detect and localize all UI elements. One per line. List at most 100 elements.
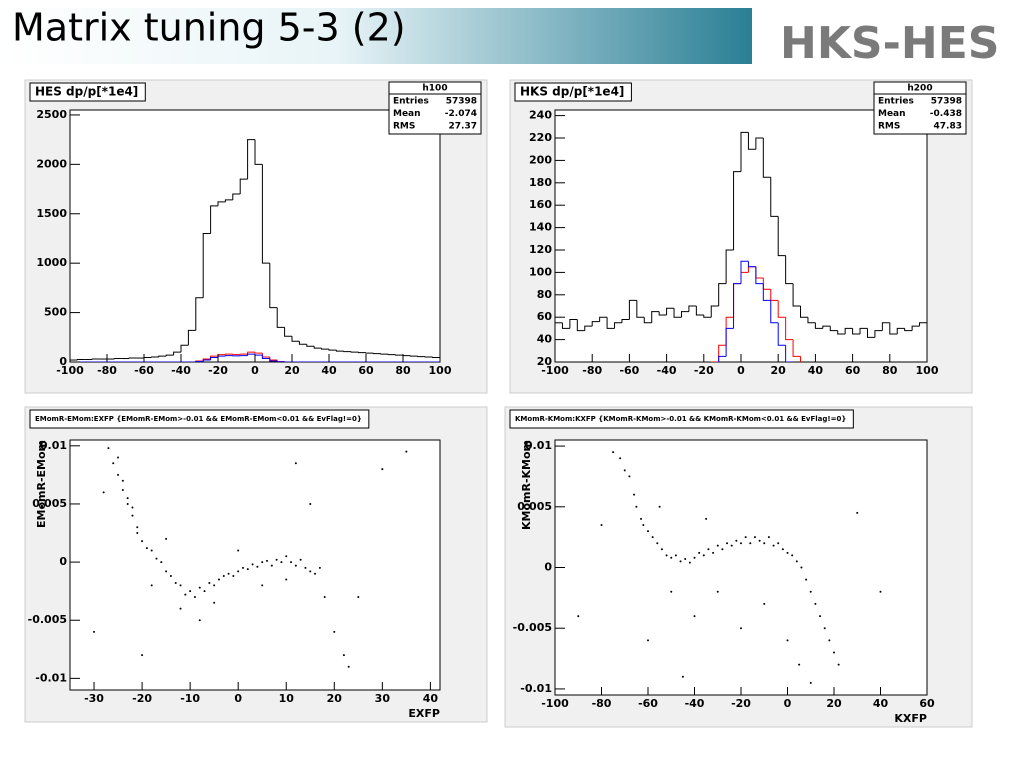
histogram-bin xyxy=(210,357,218,361)
scatter-point xyxy=(740,542,742,545)
scatter-point xyxy=(735,539,738,542)
y-tick-label: 180 xyxy=(529,176,552,189)
y-tick-label: 0.005 xyxy=(517,500,552,513)
scatter-point xyxy=(619,457,622,460)
histogram-bin xyxy=(733,171,741,250)
scatter-point xyxy=(333,630,336,633)
histogram-bin xyxy=(247,139,255,180)
histogram-bin xyxy=(740,131,749,172)
scatter-point xyxy=(237,570,240,573)
histogram-bin xyxy=(584,325,593,331)
title-band xyxy=(0,8,752,64)
x-tick-label: -100 xyxy=(56,364,84,377)
scatter-point xyxy=(642,524,645,526)
stats-value: -2.074 xyxy=(445,109,477,119)
stats-key: Mean xyxy=(878,109,906,119)
scatter-point xyxy=(726,542,729,545)
y-axis-label: EMomR-EMom xyxy=(35,440,48,528)
y-tick-label: 160 xyxy=(529,198,552,211)
histogram-bin xyxy=(651,311,660,323)
histogram-bin xyxy=(881,322,890,331)
histogram-bin xyxy=(165,354,174,357)
plot-area xyxy=(555,131,927,362)
histogram-bin xyxy=(232,193,241,200)
histogram-bin xyxy=(844,327,853,334)
scatter-point xyxy=(730,544,733,547)
histogram-bin xyxy=(695,306,704,316)
histogram-bin xyxy=(591,321,600,327)
histogram-bin xyxy=(313,346,322,349)
histogram-bin xyxy=(599,316,608,322)
scatter-point xyxy=(740,627,742,630)
scatter-point xyxy=(121,489,124,491)
x-tick-label: 20 xyxy=(284,364,300,377)
scatter-point xyxy=(795,560,798,563)
histogram-bin xyxy=(814,322,823,329)
scatter-point xyxy=(314,572,317,575)
scatter-point xyxy=(174,582,177,585)
histogram-bin xyxy=(770,300,779,324)
y-tick-label: -0.01 xyxy=(520,682,552,695)
scatter-point xyxy=(184,593,187,596)
x-tick-label: -20 xyxy=(694,364,714,377)
scatter-point xyxy=(767,536,770,539)
plot-title: HKS dp/p[*1e4] xyxy=(520,85,624,99)
histogram-bin xyxy=(254,352,263,354)
x-tick-label: -30 xyxy=(84,692,104,705)
histogram-bin xyxy=(688,305,697,312)
x-tick-label: 20 xyxy=(826,697,842,710)
scatter-point xyxy=(198,586,201,589)
histogram-bin xyxy=(658,311,667,316)
scatter-point xyxy=(347,665,350,668)
histogram-bin xyxy=(710,305,719,318)
histogram-bin xyxy=(276,361,285,362)
scatter-point xyxy=(670,556,673,559)
x-tick-label: -100 xyxy=(541,697,569,710)
scatter-point xyxy=(117,456,120,459)
scatter-point xyxy=(169,575,172,578)
plot-area xyxy=(93,447,408,668)
scatter-point xyxy=(126,497,129,500)
y-tick-label: 120 xyxy=(529,243,552,256)
y-tick-label: 40 xyxy=(537,333,553,346)
x-tick-label: 0 xyxy=(234,692,242,705)
histogram-bin xyxy=(718,283,727,306)
histogram-bin xyxy=(239,178,248,194)
x-tick-label: 20 xyxy=(327,692,343,705)
scatter-point xyxy=(131,514,134,517)
x-tick-label: 60 xyxy=(919,697,935,710)
scatter-point xyxy=(716,590,719,593)
x-axis-label: KXFP xyxy=(894,712,927,725)
scatter-point xyxy=(805,578,808,581)
x-tick-label: 30 xyxy=(375,692,391,705)
histogram-bin xyxy=(904,328,913,332)
scatter-point xyxy=(136,526,139,529)
y-tick-label: 0.01 xyxy=(40,439,67,452)
scatter-point xyxy=(112,462,115,465)
scatter-point xyxy=(405,450,408,453)
scatter-point xyxy=(833,651,835,654)
stats-value: 27.37 xyxy=(449,122,477,132)
scatter-point xyxy=(102,491,105,494)
x-tick-label: 40 xyxy=(873,697,889,710)
stats-value: 57398 xyxy=(446,97,477,107)
scatter-point xyxy=(280,561,283,564)
scatter-point xyxy=(309,502,312,505)
x-tick-label: -20 xyxy=(132,692,152,705)
x-tick-label: 100 xyxy=(429,364,452,377)
histogram-bin xyxy=(180,344,189,353)
histogram-bin xyxy=(762,283,771,301)
y-tick-label: 100 xyxy=(529,265,552,278)
histogram-bin xyxy=(298,341,307,345)
histogram-bin xyxy=(261,355,270,360)
frame xyxy=(554,439,928,696)
scatter-point xyxy=(261,584,264,587)
y-tick-label: 20 xyxy=(537,355,553,368)
histogram-bin xyxy=(770,177,779,217)
histogram-bin xyxy=(673,308,682,318)
x-tick-label: -80 xyxy=(97,364,117,377)
scatter-point xyxy=(251,563,254,566)
histogram-bin xyxy=(852,328,861,335)
histogram-bin xyxy=(561,322,570,329)
